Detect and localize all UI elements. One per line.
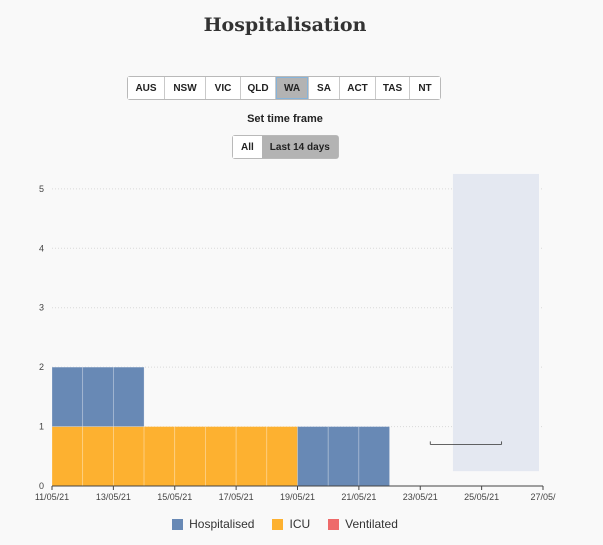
timeframe-selector: All Last 14 days: [232, 135, 339, 159]
y-tick-label-3: 3: [39, 303, 44, 313]
y-tick-label-2: 2: [39, 362, 44, 372]
axes: 0 1 2 3 4 5 11/05/21 13/05/21 15/05/21 17/05/21 19…: [35, 184, 556, 502]
legend-label-hospitalised: Hospitalised: [189, 517, 255, 531]
legend-swatch-hospitalised: [172, 518, 184, 530]
region-nt-button[interactable]: NT: [410, 77, 440, 99]
x-tick-label-5: 21/05/21: [341, 492, 376, 502]
legend-item-hospitalised[interactable]: Hospitalised: [172, 517, 254, 531]
region-nsw-button[interactable]: NSW: [165, 77, 206, 99]
legend: Hospitalised ICU Ventilated: [0, 517, 570, 531]
x-tick-label-3: 17/05/21: [219, 492, 254, 502]
bar-icu-7: [266, 426, 298, 487]
bar-icu-1: [82, 426, 114, 487]
y-tick-label-4: 4: [39, 243, 44, 253]
bar-hospitalised-10: [358, 426, 390, 487]
legend-item-icu[interactable]: ICU: [272, 517, 310, 531]
legend-label-icu: ICU: [289, 517, 311, 531]
bar-hospitalised-8: [297, 426, 329, 487]
timeframe-last14-button[interactable]: Last 14 days: [261, 136, 338, 158]
region-act-button[interactable]: ACT: [340, 77, 376, 99]
y-tick-label-1: 1: [39, 422, 44, 432]
legend-label-ventilated: Ventilated: [345, 517, 398, 531]
projection-shade: [452, 173, 539, 472]
bar-hospitalised-1: [82, 366, 114, 427]
region-wa-button[interactable]: WA: [276, 77, 309, 99]
projection-area: [452, 173, 539, 472]
bar-hospitalised-9: [327, 426, 360, 487]
legend-swatch-icu: [272, 518, 284, 530]
legend-item-ventilated[interactable]: Ventilated: [328, 517, 398, 531]
region-sa-button[interactable]: SA: [309, 77, 340, 99]
y-tick-label-0: 0: [39, 481, 44, 491]
x-tick-label-0: 11/05/21: [35, 492, 69, 502]
timeframe-all-button[interactable]: All: [233, 136, 262, 158]
chart-title: Hospitalisation: [203, 14, 367, 36]
bar-hospitalised-2: [113, 366, 145, 427]
region-aus-button[interactable]: AUS: [128, 77, 165, 99]
bar-series: [51, 366, 503, 487]
x-tick-label-4: 19/05/21: [280, 492, 315, 502]
bar-icu-0: [51, 426, 84, 487]
bar-icu-4: [174, 426, 206, 487]
region-tas-button[interactable]: TAS: [376, 77, 410, 99]
region-vic-button[interactable]: VIC: [206, 77, 241, 99]
x-tick-label-6: 23/05/21: [403, 492, 438, 502]
legend-swatch-ventilated: [328, 518, 340, 530]
region-selector: AUS NSW VIC QLD WA SA ACT TAS NT: [127, 76, 441, 100]
bar-icu-6: [235, 426, 268, 487]
y-tick-label-5: 5: [39, 184, 44, 194]
bar-icu-2: [113, 426, 145, 487]
region-qld-button[interactable]: QLD: [241, 77, 276, 99]
x-tick-label-2: 15/05/21: [157, 492, 192, 502]
bar-icu-3: [143, 426, 176, 487]
x-tick-label-1: 13/05/21: [96, 492, 131, 502]
x-tick-label-8: 27/05/: [530, 492, 556, 502]
timeframe-label: Set time frame: [247, 113, 323, 125]
bar-icu-5: [205, 426, 237, 487]
x-tick-label-7: 25/05/21: [464, 492, 499, 502]
bar-hospitalised-0: [51, 366, 84, 427]
